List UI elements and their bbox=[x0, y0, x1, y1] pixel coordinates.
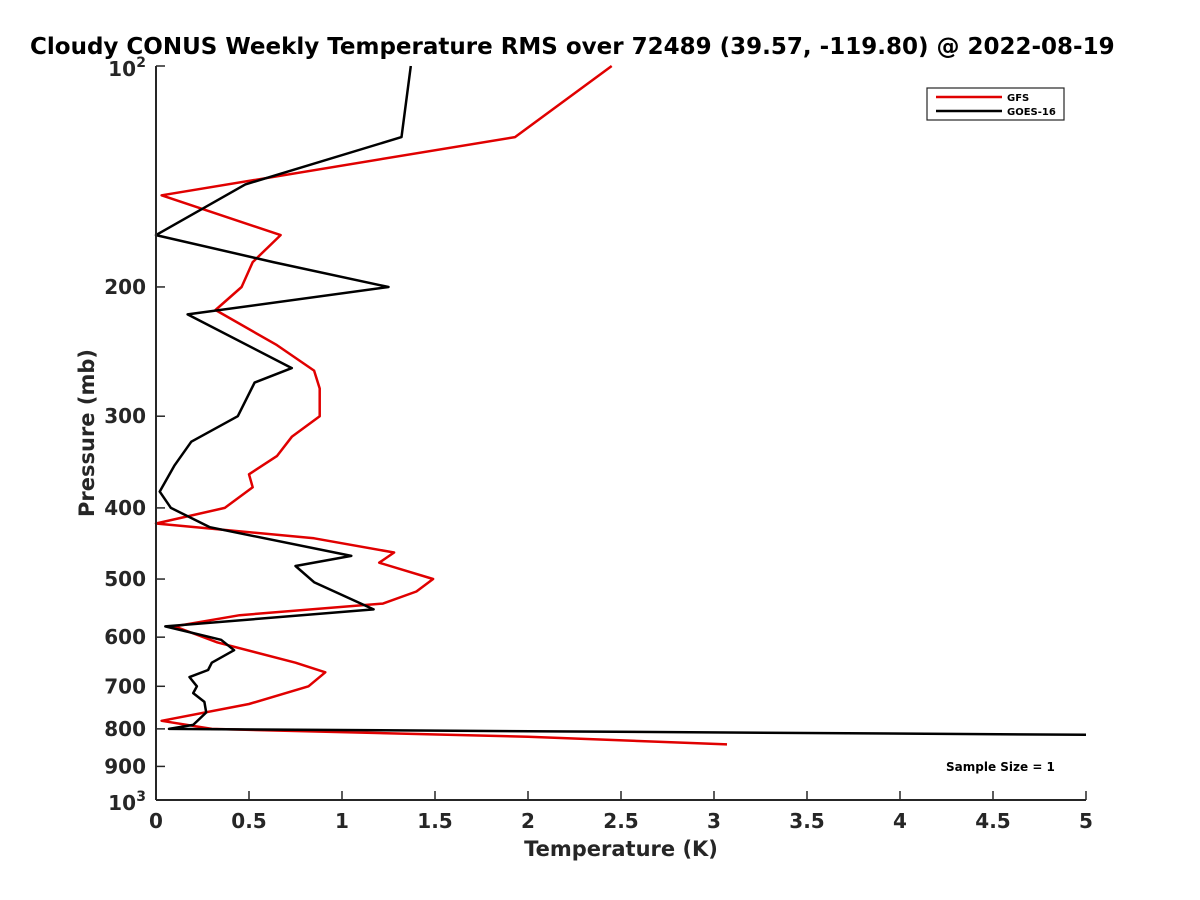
y-tick-label-power: 210 bbox=[108, 55, 146, 81]
legend-box bbox=[926, 87, 1065, 121]
x-tick-label: 0 bbox=[149, 809, 163, 833]
x-axis-label: Temperature (K) bbox=[524, 837, 718, 861]
x-tick-label: 3 bbox=[707, 809, 721, 833]
y-tick-label: 600 bbox=[104, 625, 146, 649]
y-tick-exponent: 3 bbox=[136, 789, 146, 805]
plot-lines bbox=[154, 64, 1087, 746]
y-tick-label: 800 bbox=[104, 717, 146, 741]
y-tick-label-power: 310 bbox=[108, 789, 146, 815]
y-tick-label: 300 bbox=[104, 404, 146, 428]
x-tick-label: 2 bbox=[521, 809, 535, 833]
y-tick-exponent: 2 bbox=[136, 55, 146, 71]
x-tick-label: 0.5 bbox=[231, 809, 266, 833]
chart-title: Cloudy CONUS Weekly Temperature RMS over… bbox=[30, 34, 1115, 60]
x-tick-label: 1.5 bbox=[417, 809, 452, 833]
x-tick-label: 5 bbox=[1079, 809, 1093, 833]
x-tick-label: 3.5 bbox=[789, 809, 824, 833]
series-line-goes16 bbox=[154, 65, 1087, 737]
y-tick-label: 700 bbox=[104, 674, 146, 698]
y-tick-label: 900 bbox=[104, 754, 146, 778]
legend: GFS GOES-16 bbox=[926, 87, 1065, 121]
x-tick-label: 4.5 bbox=[975, 809, 1010, 833]
x-tick-label: 2.5 bbox=[603, 809, 638, 833]
sample-size-note: Sample Size = 1 bbox=[946, 760, 1055, 774]
y-tick-label: 500 bbox=[104, 567, 146, 591]
y-tick-label: 400 bbox=[104, 496, 146, 520]
y-axis-label: Pressure (mb) bbox=[75, 349, 99, 517]
legend-label-goes16: GOES-16 bbox=[1007, 107, 1056, 118]
y-tick-base: 10 bbox=[108, 57, 136, 81]
y-tick-base: 10 bbox=[108, 791, 136, 815]
x-ticks: 0 0.5 1 1.5 2 2.5 3 3.5 4 4.5 5 bbox=[149, 791, 1093, 833]
x-tick-label: 1 bbox=[335, 809, 349, 833]
x-tick-label: 4 bbox=[893, 809, 907, 833]
series-line-gfs bbox=[154, 64, 728, 746]
y-tick-label: 200 bbox=[104, 275, 146, 299]
legend-label-gfs: GFS bbox=[1007, 93, 1029, 104]
